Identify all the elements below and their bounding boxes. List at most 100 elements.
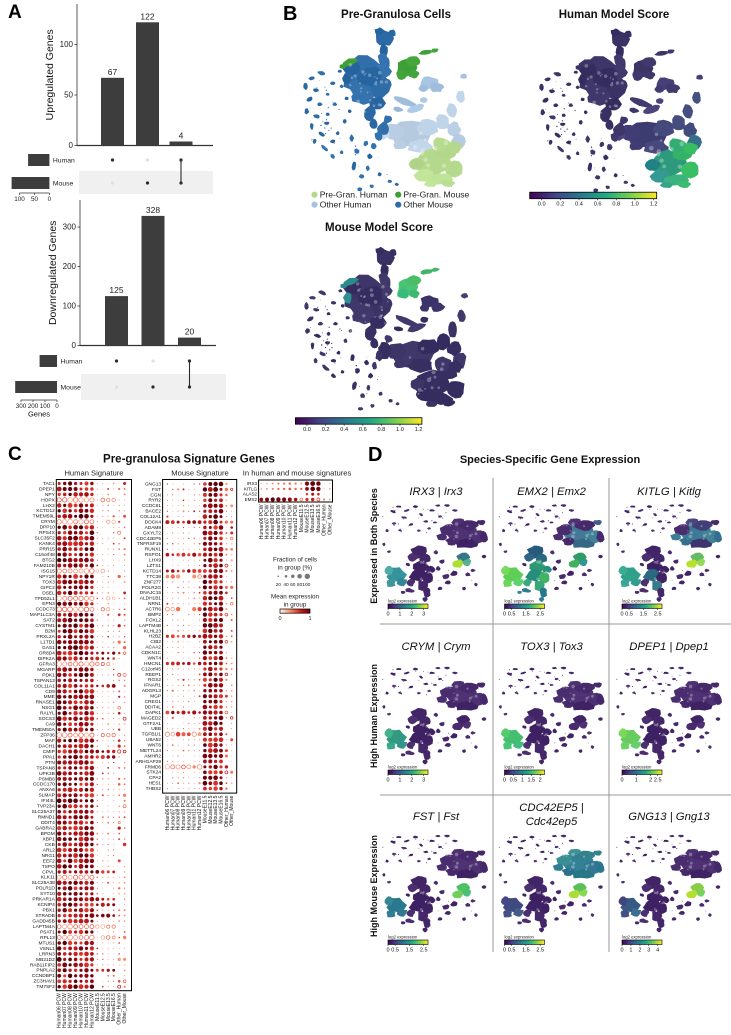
- svg-text:ZFP36: ZFP36: [40, 733, 55, 739]
- svg-text:0: 0: [69, 141, 74, 150]
- svg-text:MouseE11.5: MouseE11.5: [299, 504, 305, 532]
- svg-text:Human12 PCW: Human12 PCW: [293, 504, 299, 539]
- svg-text:ANXA6: ANXA6: [39, 787, 55, 793]
- svg-text:TNFRSF19: TNFRSF19: [137, 541, 162, 547]
- svg-text:0: 0: [503, 948, 506, 954]
- svg-text:KCTD12: KCTD12: [36, 508, 55, 514]
- svg-text:MB21D2: MB21D2: [36, 957, 55, 963]
- svg-text:GABRA2: GABRA2: [35, 826, 55, 832]
- svg-text:D: D: [368, 444, 382, 466]
- svg-text:TOX3 | Tox3: TOX3 | Tox3: [520, 641, 583, 653]
- svg-text:1: 1: [398, 778, 401, 784]
- svg-text:PBX1: PBX1: [43, 908, 56, 914]
- svg-text:log2 expression: log2 expression: [622, 765, 652, 770]
- svg-text:0.0: 0.0: [303, 427, 311, 433]
- svg-text:CRYM: CRYM: [41, 519, 55, 525]
- svg-text:2: 2: [649, 778, 652, 784]
- svg-text:MouseE12.5: MouseE12.5: [208, 795, 214, 823]
- svg-text:Human11 PCW: Human11 PCW: [287, 504, 293, 539]
- svg-text:PPA1: PPA1: [43, 754, 55, 760]
- svg-text:XBP1: XBP1: [43, 836, 56, 842]
- svg-text:log2 expression: log2 expression: [505, 935, 535, 940]
- svg-text:KLHL23: KLHL23: [144, 628, 162, 634]
- svg-text:Downregulated Genes: Downregulated Genes: [47, 221, 59, 325]
- svg-text:RPS4X: RPS4X: [39, 530, 56, 536]
- svg-text:UBA52: UBA52: [146, 737, 162, 743]
- svg-text:Other_Mouse: Other_Mouse: [122, 993, 128, 1024]
- svg-text:Mean expression: Mean expression: [271, 594, 319, 601]
- svg-text:FST | Fst: FST | Fst: [413, 811, 460, 823]
- svg-text:CCNDBP1: CCNDBP1: [32, 973, 55, 979]
- svg-text:DDIT4L: DDIT4L: [145, 704, 162, 710]
- svg-text:2.5: 2.5: [654, 612, 662, 618]
- svg-text:Other Human: Other Human: [320, 200, 372, 210]
- svg-text:Human06 PCW: Human06 PCW: [165, 795, 171, 830]
- svg-text:MouseE16.5: MouseE16.5: [316, 504, 322, 532]
- svg-text:0: 0: [48, 196, 52, 203]
- svg-text:GTF2A1: GTF2A1: [143, 721, 161, 727]
- svg-text:MME: MME: [44, 694, 55, 700]
- svg-text:Human06 PCW: Human06 PCW: [259, 504, 265, 539]
- svg-text:1.5: 1.5: [522, 948, 530, 954]
- svg-text:POLR1D: POLR1D: [36, 886, 56, 892]
- svg-text:LHX2: LHX2: [43, 503, 55, 509]
- svg-text:DACH1: DACH1: [39, 744, 56, 750]
- svg-text:GIPC2: GIPC2: [40, 585, 55, 591]
- svg-text:A: A: [8, 2, 22, 23]
- svg-text:EMX2: EMX2: [245, 497, 258, 502]
- svg-text:BTG2: BTG2: [42, 558, 55, 564]
- svg-text:NPY1R: NPY1R: [39, 574, 56, 580]
- svg-text:ALDH1B1: ALDH1B1: [140, 596, 162, 602]
- svg-text:C12orf45: C12orf45: [141, 666, 161, 672]
- svg-text:Mouse Signature: Mouse Signature: [171, 469, 228, 478]
- svg-text:0.5: 0.5: [391, 948, 399, 954]
- svg-text:Other_Human: Other_Human: [224, 795, 230, 827]
- svg-text:2.5: 2.5: [420, 948, 428, 954]
- svg-text:High Human Expression: High Human Expression: [369, 664, 379, 768]
- svg-text:log2 expression: log2 expression: [505, 765, 535, 770]
- svg-text:EMX2 | Emx2: EMX2 | Emx2: [517, 486, 587, 498]
- svg-text:log2 expression: log2 expression: [388, 765, 418, 770]
- svg-text:0.2: 0.2: [556, 202, 564, 208]
- svg-text:REEP1: REEP1: [145, 672, 161, 678]
- svg-text:CPVL: CPVL: [42, 869, 55, 875]
- svg-text:KLK11: KLK11: [41, 875, 55, 881]
- svg-text:GNG13: GNG13: [145, 481, 162, 487]
- svg-text:PRR15: PRR15: [39, 547, 55, 553]
- svg-text:Mouse Model Score: Mouse Model Score: [325, 222, 433, 234]
- svg-text:MGP: MGP: [150, 694, 161, 700]
- svg-text:SLC25A37: SLC25A37: [32, 809, 56, 815]
- svg-text:CGN: CGN: [150, 492, 161, 498]
- svg-text:TMEM59L: TMEM59L: [33, 514, 55, 520]
- svg-text:DOCK4: DOCK4: [145, 520, 162, 526]
- svg-text:HES1: HES1: [149, 781, 162, 787]
- svg-text:KANK4: KANK4: [39, 541, 55, 547]
- svg-text:RYR2: RYR2: [148, 498, 161, 504]
- svg-text:log2 expression: log2 expression: [622, 935, 652, 940]
- svg-text:SAT2: SAT2: [43, 618, 55, 624]
- svg-text:Mouse: Mouse: [53, 180, 74, 187]
- svg-text:Human: Human: [61, 358, 83, 365]
- svg-text:20: 20: [276, 582, 282, 588]
- svg-text:300: 300: [63, 223, 77, 232]
- svg-text:1.5: 1.5: [406, 948, 414, 954]
- svg-text:3: 3: [422, 612, 425, 618]
- svg-text:0.4: 0.4: [575, 202, 583, 208]
- svg-text:2.5: 2.5: [654, 778, 662, 784]
- svg-text:IRX3: IRX3: [247, 481, 258, 486]
- svg-text:ALAS2: ALAS2: [243, 492, 258, 497]
- svg-text:0: 0: [55, 403, 59, 410]
- svg-text:Human Model Score: Human Model Score: [559, 9, 670, 21]
- svg-text:0: 0: [620, 948, 623, 954]
- svg-text:2: 2: [638, 948, 641, 954]
- svg-text:ACTR6: ACTR6: [145, 607, 161, 613]
- svg-text:1.2: 1.2: [415, 427, 423, 433]
- svg-text:MouseE13.5: MouseE13.5: [213, 795, 219, 823]
- svg-text:SOCS3: SOCS3: [39, 716, 56, 722]
- svg-text:Human07 PCW: Human07 PCW: [265, 504, 271, 539]
- svg-text:Human10 PCW: Human10 PCW: [186, 795, 192, 830]
- svg-text:CPA2: CPA2: [149, 775, 162, 781]
- svg-text:Human09 PCW: Human09 PCW: [181, 795, 187, 830]
- svg-text:WNT4: WNT4: [148, 656, 162, 662]
- svg-text:C15orf48: C15orf48: [35, 552, 55, 558]
